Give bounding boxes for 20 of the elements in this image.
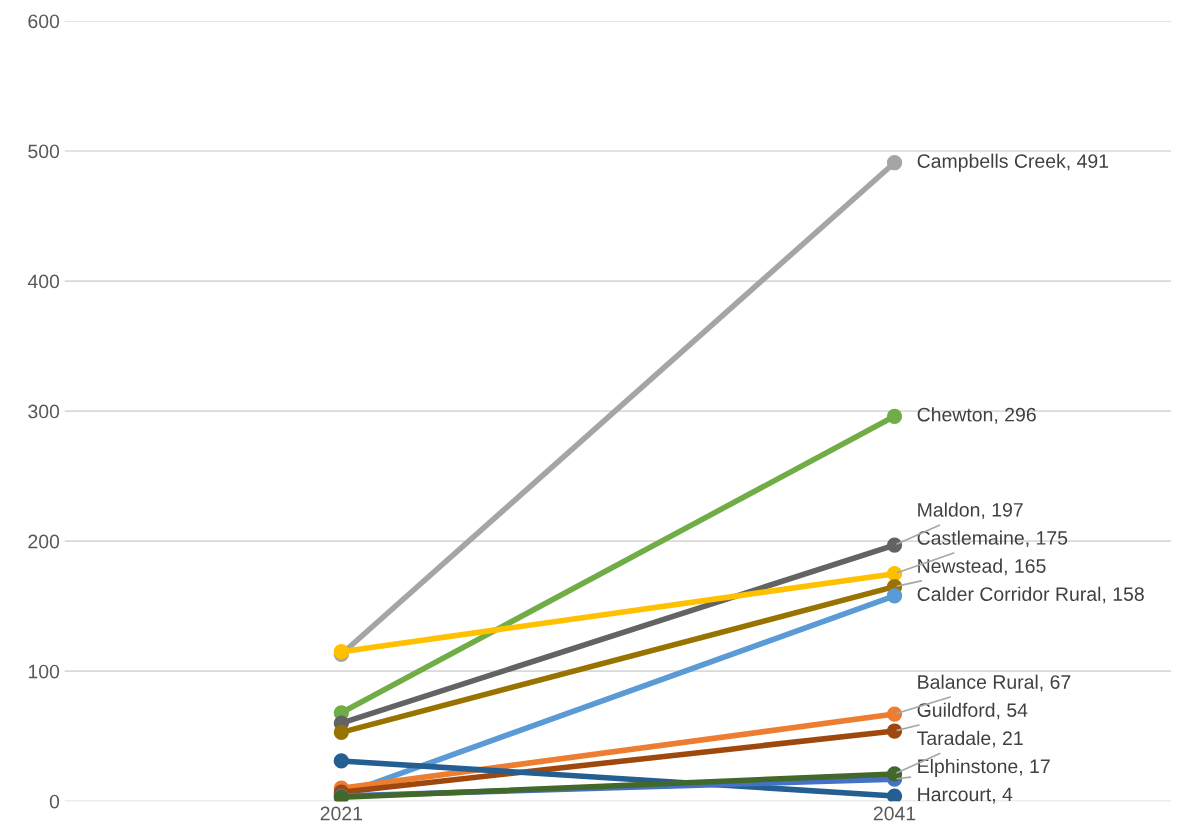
data-label: Harcourt, 4 (918, 787, 1013, 804)
data-label: Chewton, 296 (917, 407, 1036, 424)
data-label: Balance Rural, 67 (918, 674, 1071, 692)
y-tick-label: 400 (27, 274, 60, 289)
data-label: Taradale, 21 (917, 730, 1023, 748)
data-label: Guildford, 54 (917, 702, 1028, 720)
data-label: Castlemaine, 175 (917, 530, 1068, 548)
x-tick-label: 2041 (873, 806, 916, 821)
data-label: Maldon, 197 (918, 502, 1023, 520)
x-tick-label: 2021 (320, 806, 363, 821)
y-tick-label: 0 (49, 794, 60, 809)
y-tick-label: 500 (28, 144, 60, 159)
y-tick-label: 100 (28, 664, 60, 679)
y-tick-label: 200 (28, 534, 60, 549)
data-label: Campbells Creek, 491 (917, 153, 1109, 172)
data-label: Elphinstone, 17 (918, 758, 1050, 778)
data-label: Calder Corridor Rural, 158 (917, 586, 1144, 604)
data-label: Newstead, 165 (918, 558, 1046, 576)
y-tick-label: 600 (28, 14, 60, 29)
y-tick-label: 300 (28, 404, 60, 419)
